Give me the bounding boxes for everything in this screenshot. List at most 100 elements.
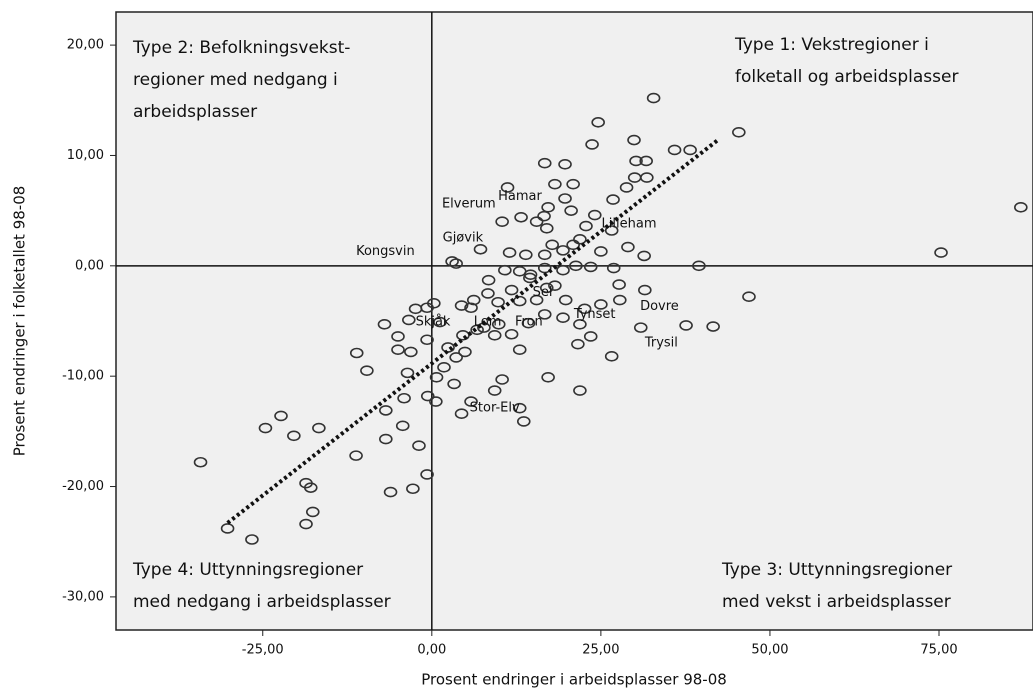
point [406, 483, 420, 495]
point [305, 506, 320, 518]
point [583, 331, 598, 342]
point [481, 288, 495, 299]
point [541, 202, 555, 213]
point [537, 210, 551, 222]
point [391, 331, 405, 342]
point [679, 320, 693, 331]
x-tick-label: -25,00 [242, 643, 284, 658]
point [558, 193, 572, 204]
x-tick-label: 50,00 [751, 643, 788, 658]
point [245, 534, 259, 545]
y-axis-label: Prosent endringer i folketallet 98-08 [11, 186, 29, 457]
point [299, 518, 313, 530]
point [571, 338, 585, 350]
point [502, 247, 517, 258]
point [449, 258, 463, 269]
point [646, 92, 661, 104]
point [512, 344, 527, 355]
point [481, 274, 496, 286]
point [449, 352, 463, 363]
point [512, 402, 527, 414]
point-label: Kongsvin [356, 244, 415, 259]
point [420, 390, 435, 402]
point-label: Hamar [498, 189, 542, 204]
point [504, 284, 519, 296]
point-label: Tynset [573, 307, 616, 322]
point [612, 279, 626, 290]
point [312, 422, 326, 434]
point [706, 321, 720, 332]
x-axis-label: Prosent endringer i arbeidsplasser 98-08 [421, 671, 727, 689]
point [667, 144, 682, 156]
x-tick-label: 25,00 [582, 643, 619, 658]
quadrant-label: Type 1: Vekstregioner i [734, 35, 929, 55]
point [573, 385, 587, 396]
point [514, 211, 528, 223]
point [470, 324, 484, 336]
point [349, 347, 364, 359]
y-tick-label: -20,00 [62, 479, 104, 494]
point [447, 378, 461, 390]
point [569, 260, 583, 272]
point [606, 262, 621, 274]
point [487, 330, 502, 341]
point [558, 294, 573, 306]
point [408, 303, 423, 315]
point [683, 144, 697, 156]
point [629, 155, 643, 167]
point-label: Dovre [640, 299, 679, 314]
y-tick-label: 0,00 [75, 258, 104, 273]
quadrant-label: med vekst i arbeidsplasser [722, 592, 951, 612]
point [585, 139, 599, 150]
point-label: Lilleham [602, 216, 657, 231]
point [349, 450, 363, 461]
point [429, 396, 443, 407]
point [360, 365, 374, 376]
point [627, 134, 641, 146]
point [594, 299, 608, 310]
point-label: Trysil [644, 336, 678, 351]
point [433, 316, 447, 328]
point-label: Skjåk [416, 315, 451, 330]
point [934, 247, 948, 258]
point [377, 319, 392, 330]
point [692, 260, 706, 272]
point [539, 282, 554, 294]
point-label: Stor-Elv [470, 401, 520, 416]
point [573, 234, 587, 245]
point [638, 284, 652, 296]
point [287, 430, 301, 442]
point [594, 246, 608, 257]
point [564, 205, 578, 216]
point [456, 330, 470, 341]
point [579, 220, 593, 232]
point [487, 385, 502, 396]
point [583, 261, 598, 273]
point [498, 264, 512, 276]
quadrant-label: med nedgang i arbeidsplasser [133, 592, 391, 612]
point [400, 367, 415, 379]
point [548, 178, 562, 190]
point [458, 346, 472, 358]
point [556, 264, 570, 276]
point [383, 486, 398, 498]
point [523, 272, 537, 284]
point [521, 317, 536, 329]
point [491, 319, 506, 330]
point [591, 117, 605, 128]
point [402, 314, 416, 326]
trend-line [226, 138, 720, 525]
point [556, 245, 570, 256]
plot-area [115, 11, 1033, 631]
point [519, 249, 533, 261]
point-label: Lom [474, 315, 502, 330]
y-tick-label: -10,00 [62, 369, 104, 384]
point [454, 408, 469, 420]
point [639, 155, 653, 167]
point [437, 362, 451, 373]
point [742, 291, 756, 303]
point [587, 209, 602, 221]
point [539, 223, 554, 234]
point [537, 249, 552, 261]
